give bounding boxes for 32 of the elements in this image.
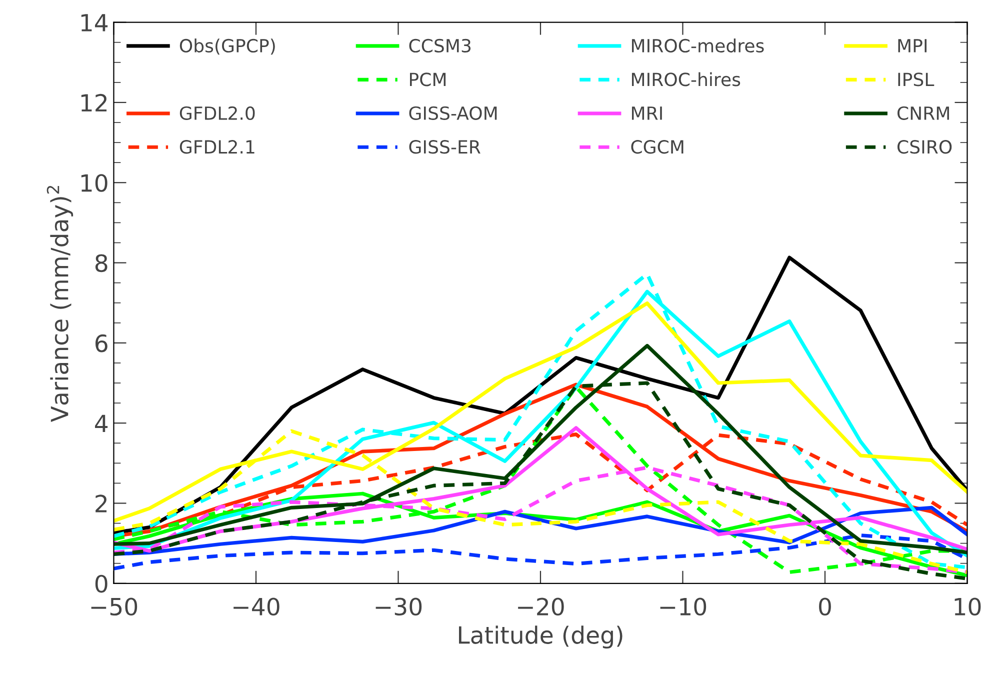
y-tick-label: 6: [96, 334, 108, 352]
legend-label: GFDL2.1: [180, 140, 254, 154]
y-tick-label: 0: [95, 574, 108, 593]
legend-label: MPI: [898, 39, 927, 52]
x-tick-label: −20: [518, 598, 564, 616]
y-tick-label: 8: [95, 254, 108, 272]
legend-label: CNRM: [898, 106, 949, 120]
legend-label: IPSL: [898, 72, 934, 86]
legend-label: MIROC-hires: [632, 72, 740, 86]
x-tick-label: 10: [954, 598, 981, 616]
legend-label: CGCM: [631, 140, 684, 154]
legend-label: MRI: [632, 106, 662, 120]
legend-label: GISS-ER: [409, 140, 480, 154]
x-tick-label: −40: [234, 598, 280, 616]
x-tick-label: 0: [819, 598, 831, 616]
y-tick-label: 14: [81, 14, 108, 32]
y-axis-title: Variance (mm/day)$^{2}$: [46, 186, 74, 422]
x-axis-title: Latitude (deg): [459, 626, 622, 649]
x-tick-label: −10: [660, 598, 706, 616]
x-tick-label: −30: [376, 598, 422, 616]
legend-label: CSIRO: [898, 140, 952, 154]
legend-label: MIROC-medres: [632, 38, 764, 53]
legend-label: CCSM3: [409, 38, 471, 53]
legend-label: PCM: [410, 72, 446, 86]
y-tick-label: 2: [96, 494, 107, 512]
y-tick-label: 4: [95, 414, 108, 432]
y-tick-label: 10: [81, 174, 108, 192]
legend-label: GFDL2.0: [180, 106, 255, 120]
legend-label: Obs(GPCP): [180, 38, 275, 55]
y-tick-label: 12: [81, 94, 107, 112]
legend-label: GISS-AOM: [409, 106, 497, 120]
x-tick-label: −50: [91, 598, 138, 616]
